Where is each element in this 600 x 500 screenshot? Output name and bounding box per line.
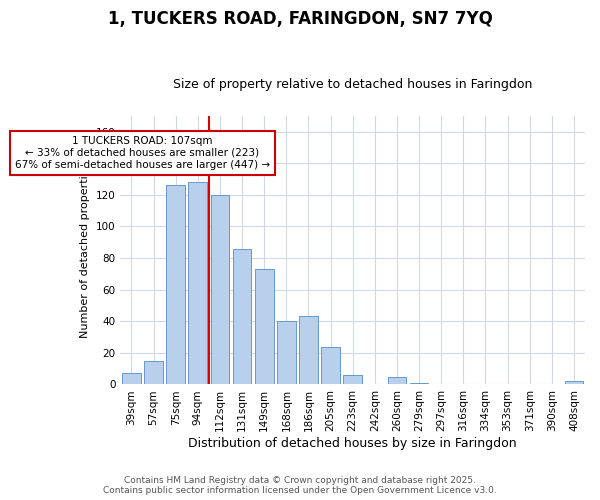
X-axis label: Distribution of detached houses by size in Faringdon: Distribution of detached houses by size … (188, 437, 517, 450)
Bar (299, 316, 318, 384)
Text: 1 TUCKERS ROAD: 107sqm
← 33% of detached houses are smaller (223)
67% of semi-de: 1 TUCKERS ROAD: 107sqm ← 33% of detached… (15, 136, 270, 170)
Bar (565, 382, 583, 384)
Y-axis label: Number of detached properties: Number of detached properties (80, 162, 90, 338)
Bar (122, 374, 141, 384)
Bar (233, 248, 251, 384)
Text: 1, TUCKERS ROAD, FARINGDON, SN7 7YQ: 1, TUCKERS ROAD, FARINGDON, SN7 7YQ (107, 10, 493, 28)
Bar (211, 195, 229, 384)
Text: Contains HM Land Registry data © Crown copyright and database right 2025.
Contai: Contains HM Land Registry data © Crown c… (103, 476, 497, 495)
Bar (343, 375, 362, 384)
Bar (388, 376, 406, 384)
Bar (410, 383, 428, 384)
Bar (321, 346, 340, 385)
Bar (144, 361, 163, 384)
Bar (188, 182, 207, 384)
Bar (166, 186, 185, 384)
Bar (277, 321, 296, 384)
Bar (255, 269, 274, 384)
Title: Size of property relative to detached houses in Faringdon: Size of property relative to detached ho… (173, 78, 532, 91)
